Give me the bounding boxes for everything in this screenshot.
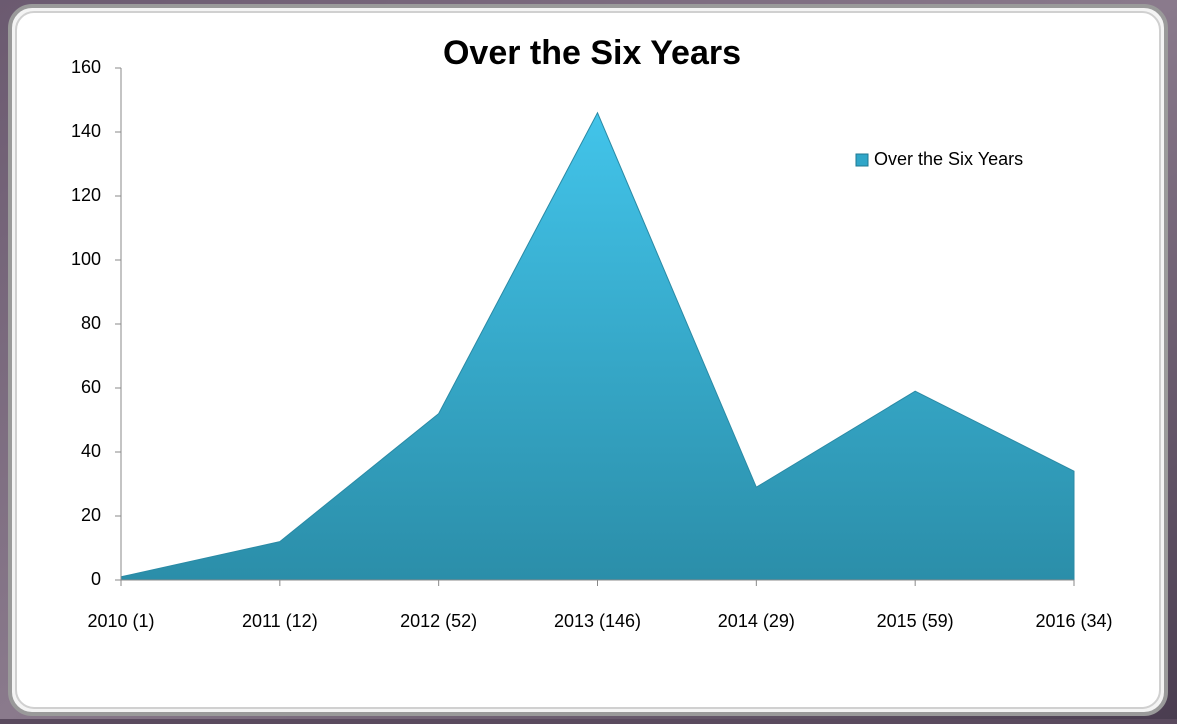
x-tick-label: 2014 (29) [718, 611, 795, 631]
area [120, 111, 1075, 581]
chart-title: Over the Six Years [443, 34, 741, 72]
legend-label: Over the Six Years [874, 149, 1023, 169]
y-tick-label: 100 [71, 249, 101, 269]
legend-swatch [855, 153, 869, 167]
y-tick-label: 0 [91, 569, 101, 589]
y-tick-label: 80 [81, 313, 101, 333]
y-tick-label: 160 [71, 57, 101, 77]
x-tick-label: 2016 (34) [1035, 611, 1112, 631]
x-tick-label: 2011 (12) [242, 611, 318, 631]
y-tick-label: 120 [71, 185, 101, 205]
x-tick-label: 2010 (1) [87, 611, 154, 631]
y-tick-label: 140 [71, 121, 101, 141]
x-tick-label: 2015 (59) [877, 611, 954, 631]
y-tick-label: 60 [81, 377, 101, 397]
x-tick-label: 2013 (146) [554, 611, 641, 631]
x-tick-label: 2012 (52) [400, 611, 477, 631]
y-tick-label: 40 [81, 441, 101, 461]
y-tick-label: 20 [81, 505, 101, 525]
